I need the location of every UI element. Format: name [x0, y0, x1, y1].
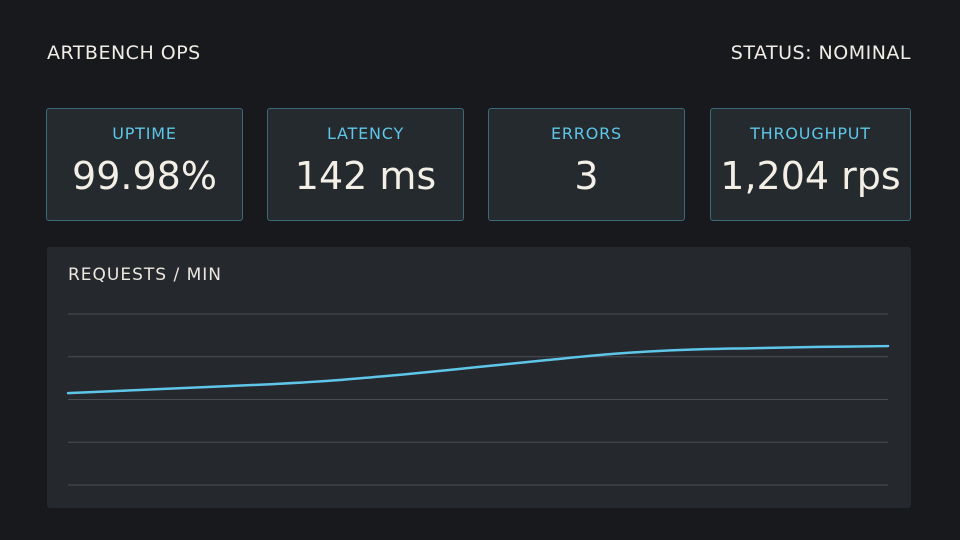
throughput-label: THROUGHPUT [750, 124, 871, 143]
latency-card: LATENCY 142 ms [267, 108, 464, 221]
uptime-label: UPTIME [112, 124, 177, 143]
errors-card: ERRORS 3 [488, 108, 685, 221]
chart-gridlines [68, 313, 888, 486]
uptime-value: 99.98% [72, 154, 217, 198]
latency-value: 142 ms [294, 154, 437, 198]
requests-line-chart [66, 313, 890, 486]
errors-label: ERRORS [550, 124, 622, 143]
status-indicator: STATUS: NOMINAL [730, 42, 911, 64]
uptime-card: UPTIME 99.98% [46, 108, 243, 221]
errors-value: 3 [574, 154, 599, 198]
chart-title: REQUESTS / MIN [68, 265, 223, 285]
app-title: ARTBENCH OPS [47, 42, 201, 64]
chart-series [66, 344, 890, 395]
latency-label: LATENCY [326, 124, 405, 143]
throughput-value: 1,204 rps [720, 154, 901, 198]
requests-chart-panel: REQUESTS / MIN [47, 247, 911, 508]
throughput-card: THROUGHPUT 1,204 rps [710, 108, 911, 221]
requests-series-line [66, 344, 890, 395]
